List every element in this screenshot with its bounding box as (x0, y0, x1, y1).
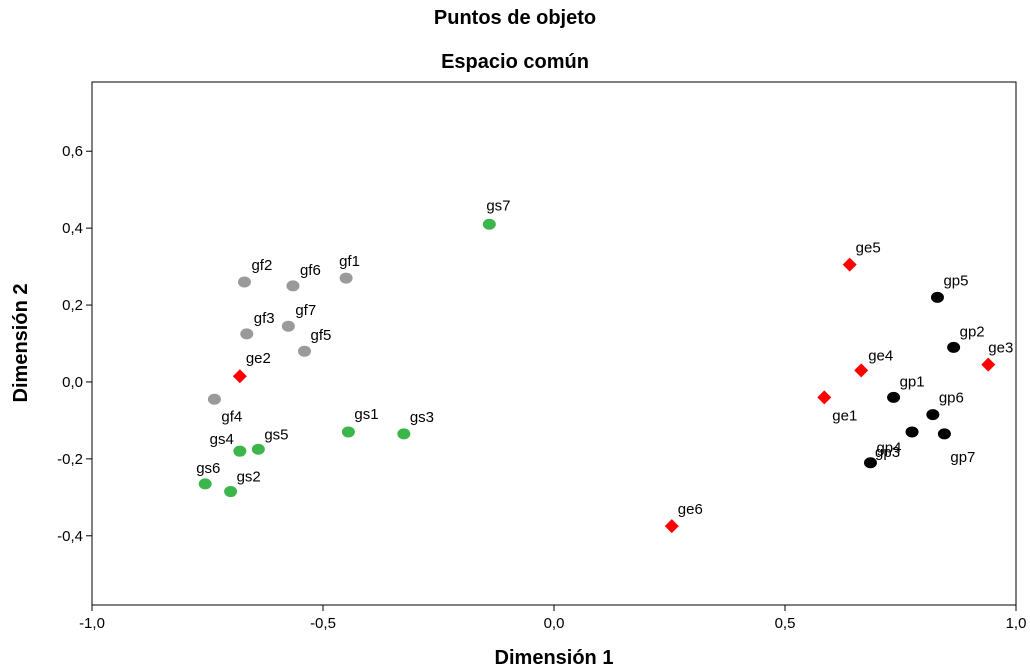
point-label-gs5: gs5 (264, 426, 288, 443)
point-label-ge6: ge6 (678, 501, 703, 518)
point-label-gs4: gs4 (210, 431, 234, 448)
point-label-gf2: gf2 (251, 257, 272, 274)
point-label-gf4: gf4 (221, 408, 242, 425)
data-point-gf1 (339, 272, 353, 284)
chart-subtitle: Espacio común (441, 51, 589, 73)
data-point-gs5 (251, 443, 265, 455)
y-tick-label: -0,2 (57, 451, 83, 468)
point-label-ge3: ge3 (988, 340, 1013, 357)
data-point-gp4 (863, 457, 877, 469)
data-point-gp5 (930, 291, 944, 303)
data-point-gs7 (482, 218, 496, 230)
data-point-ge6 (664, 519, 679, 534)
point-label-gs6: gs6 (196, 460, 220, 477)
point-label-ge1: ge1 (832, 407, 857, 424)
data-point-gf2 (237, 276, 251, 288)
y-tick-label: -0,4 (57, 528, 83, 545)
y-tick-label: 0,6 (62, 143, 83, 160)
point-label-gf6: gf6 (300, 262, 321, 279)
point-label-gs1: gs1 (354, 406, 378, 423)
point-label-gp6: gp6 (939, 390, 964, 407)
data-point-gf4 (207, 393, 221, 405)
data-point-gf5 (298, 345, 312, 357)
point-label-gs2: gs2 (237, 469, 261, 486)
point-label-ge5: ge5 (856, 240, 881, 257)
data-point-gp1 (887, 391, 901, 403)
data-point-gf3 (240, 328, 254, 340)
point-label-ge4: ge4 (868, 347, 893, 364)
data-point-gs6 (198, 478, 212, 490)
point-label-gp2: gp2 (960, 323, 985, 340)
x-tick-label: -1,0 (79, 615, 105, 632)
data-point-gf7 (281, 320, 295, 332)
point-label-gf7: gf7 (295, 302, 316, 319)
point-label-gs7: gs7 (486, 197, 510, 214)
point-label-gp1: gp1 (900, 373, 925, 390)
y-tick-label: 0,4 (62, 220, 83, 237)
data-point-ge3 (981, 357, 996, 372)
point-label-gp4: gp4 (876, 440, 901, 457)
point-label-gp5: gp5 (943, 272, 968, 289)
point-label-gf1: gf1 (339, 253, 360, 270)
point-label-gf5: gf5 (311, 327, 332, 344)
point-label-gs3: gs3 (410, 409, 434, 426)
y-tick-label: 0,2 (62, 297, 83, 314)
data-point-ge5 (842, 257, 857, 272)
plot-area (91, 81, 1017, 606)
data-point-gf6 (286, 280, 300, 292)
data-point-gs1 (341, 426, 355, 438)
x-tick-label: 1,0 (1006, 615, 1027, 632)
data-point-gp7 (937, 428, 951, 440)
x-tick-label: 0,5 (775, 615, 796, 632)
data-point-ge2 (232, 369, 247, 384)
point-label-gp7: gp7 (950, 449, 975, 466)
data-point-gs3 (397, 428, 411, 440)
point-label-gf3: gf3 (254, 310, 275, 327)
data-point-gs4 (233, 445, 247, 457)
chart-title: Puntos de objeto (433, 7, 597, 29)
y-axis-title: Dimensión 2 (10, 284, 32, 403)
data-point-gp2 (947, 341, 961, 353)
x-tick-label: 0,0 (544, 615, 565, 632)
y-tick-label: 0,0 (62, 374, 83, 391)
point-label-gp3: gp3 (875, 444, 900, 461)
x-axis-title: Dimensión 1 (495, 647, 614, 669)
data-point-gp3 (905, 426, 919, 438)
data-point-gp6 (926, 409, 940, 421)
x-tick-label: -0,5 (310, 615, 336, 632)
point-label-ge2: ge2 (246, 350, 271, 367)
data-point-gs2 (224, 486, 238, 498)
data-point-ge4 (854, 363, 869, 378)
data-point-ge1 (817, 390, 832, 405)
